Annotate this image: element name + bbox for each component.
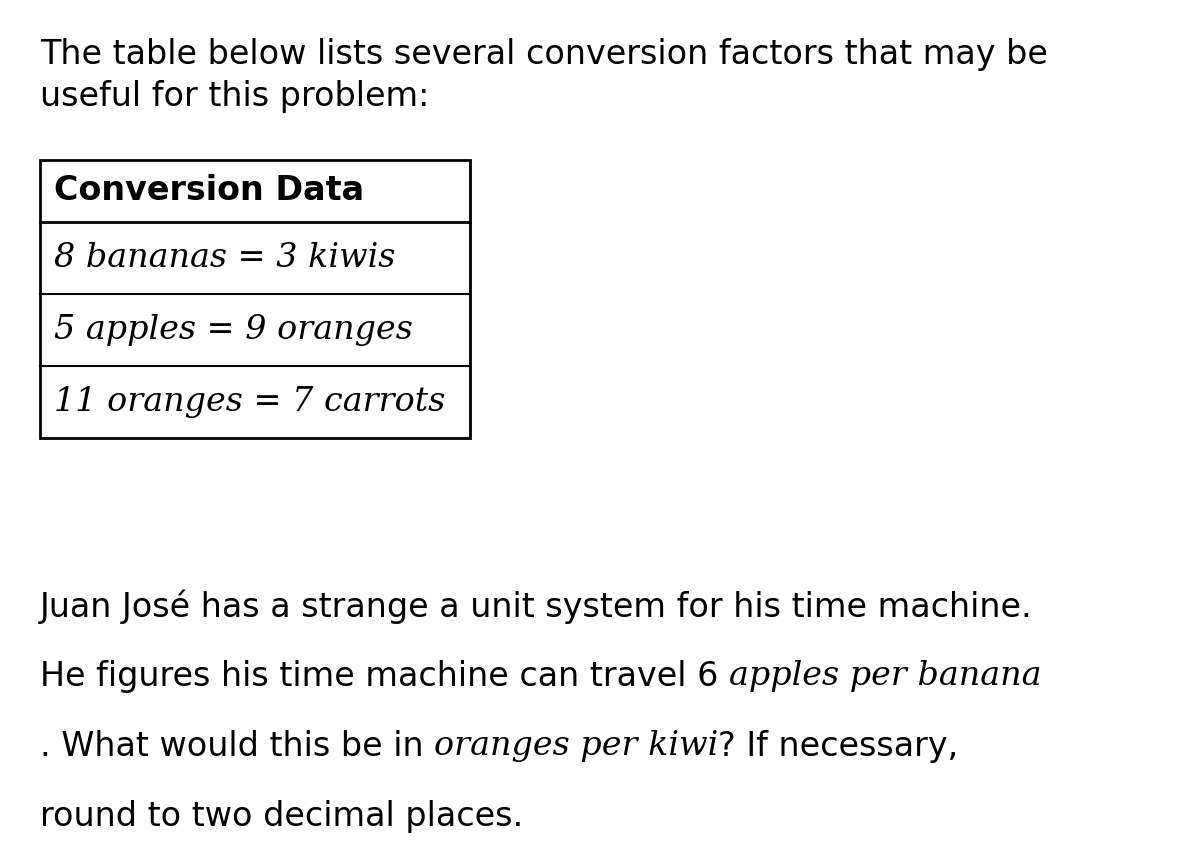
Text: 8 bananas = 3 kiwis: 8 bananas = 3 kiwis: [54, 242, 395, 274]
Text: oranges per kiwi: oranges per kiwi: [434, 730, 719, 762]
Text: Conversion Data: Conversion Data: [54, 175, 364, 207]
Text: 11 oranges = 7 carrots: 11 oranges = 7 carrots: [54, 386, 445, 418]
Text: . What would this be in: . What would this be in: [40, 730, 434, 763]
Text: round to two decimal places.: round to two decimal places.: [40, 800, 523, 833]
Text: He figures his time machine can travel 6: He figures his time machine can travel 6: [40, 660, 730, 693]
Text: useful for this problem:: useful for this problem:: [40, 80, 430, 113]
Text: 5 apples = 9 oranges: 5 apples = 9 oranges: [54, 314, 413, 346]
Bar: [40, 160, 470, 438]
Text: ? If necessary,: ? If necessary,: [719, 730, 959, 763]
Text: The table below lists several conversion factors that may be: The table below lists several conversion…: [40, 38, 1048, 71]
Text: Juan José has a strange a unit system for his time machine.: Juan José has a strange a unit system fo…: [40, 590, 1033, 624]
Text: apples per banana: apples per banana: [730, 660, 1042, 692]
